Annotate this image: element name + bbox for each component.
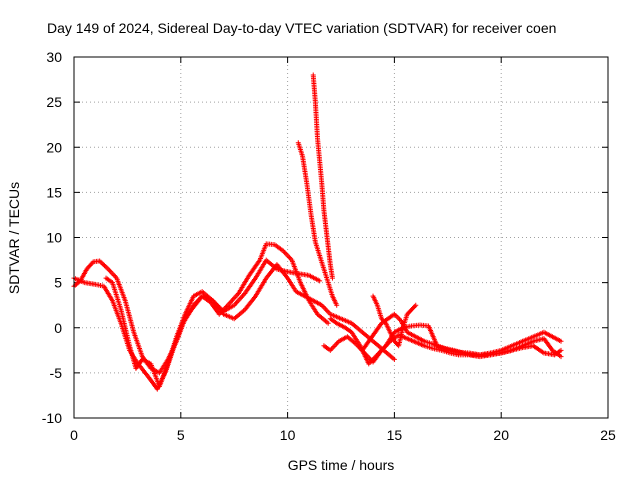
series-track-2 xyxy=(71,241,331,376)
series-track-3 xyxy=(103,262,397,389)
data-point xyxy=(413,302,419,308)
x-tick-label: 15 xyxy=(387,427,403,443)
data-point xyxy=(100,261,106,267)
x-tick-label: 20 xyxy=(493,427,509,443)
y-tick-label: 0 xyxy=(54,320,62,336)
y-tick-label: -10 xyxy=(42,410,62,426)
x-tick-label: 25 xyxy=(600,427,616,443)
chart-title: Day 149 of 2024, Sidereal Day-to-day VTE… xyxy=(47,20,556,36)
series-track-9 xyxy=(370,293,419,349)
y-axis-label: SDTVAR / TECUs xyxy=(6,182,22,294)
data-point xyxy=(102,263,108,269)
data-point xyxy=(382,319,388,325)
y-tick-label: 20 xyxy=(46,139,62,155)
y-tick-label: 15 xyxy=(46,184,62,200)
axis-ticks: 0 5 10 15 20 25 -10 -5 0 5 10 15 20 25 30 xyxy=(42,49,616,443)
data-point xyxy=(558,354,564,360)
x-tick-label: 10 xyxy=(280,427,296,443)
x-axis-label: GPS time / hours xyxy=(288,457,395,473)
data-point xyxy=(98,259,104,265)
y-tick-label: 30 xyxy=(46,49,62,65)
series-track-5 xyxy=(310,72,335,281)
grid xyxy=(74,57,608,418)
data-point xyxy=(558,347,564,353)
data-point xyxy=(558,338,564,344)
data-point xyxy=(391,356,397,362)
y-tick-label: 25 xyxy=(46,94,62,110)
series-track-7 xyxy=(327,316,564,367)
y-tick-label: -5 xyxy=(50,365,63,381)
x-tick-label: 5 xyxy=(177,427,185,443)
y-tick-label: 5 xyxy=(54,275,62,291)
data-point xyxy=(104,265,110,271)
data-point xyxy=(317,278,323,284)
plot-frame xyxy=(73,56,609,419)
data-series xyxy=(71,72,564,392)
data-point xyxy=(103,264,109,270)
data-point xyxy=(325,320,331,326)
series-track-4 xyxy=(295,140,340,308)
data-point xyxy=(412,303,418,309)
y-tick-label: 10 xyxy=(46,230,62,246)
data-point xyxy=(334,302,340,308)
data-point xyxy=(329,275,335,281)
x-tick-label: 0 xyxy=(70,427,78,443)
